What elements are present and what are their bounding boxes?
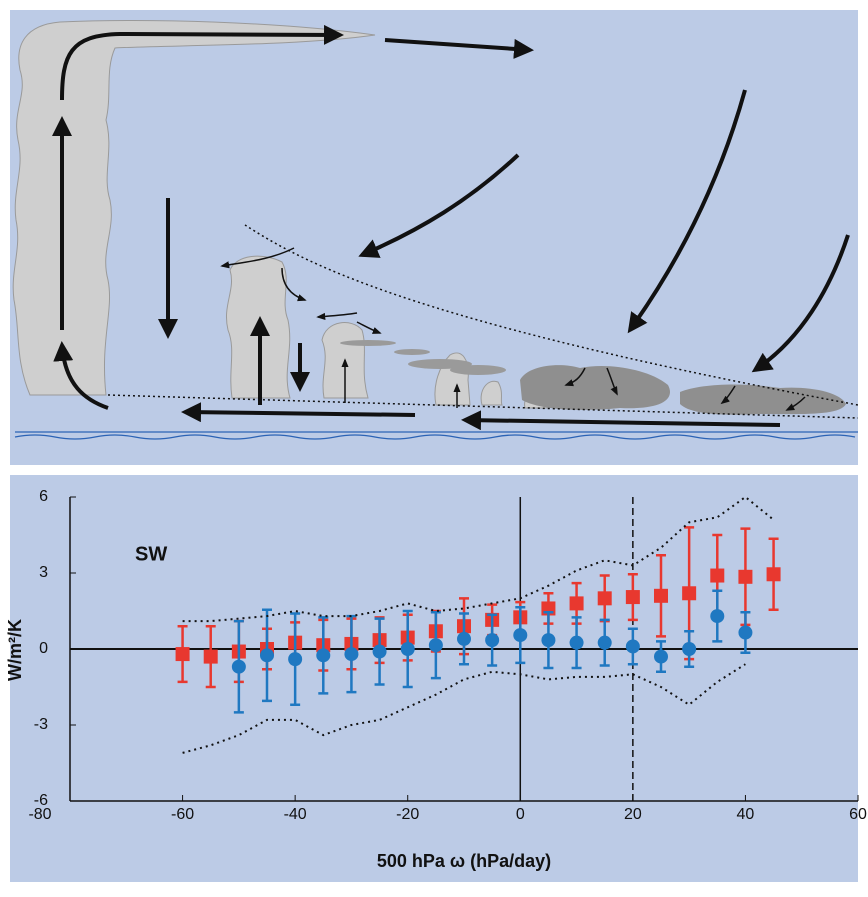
- data-point: [400, 642, 415, 656]
- data-point: [682, 586, 697, 601]
- x-tick-label: -80: [28, 806, 51, 823]
- x-tick-label: 60: [849, 806, 867, 823]
- arrow: [356, 321, 382, 334]
- data-point: [569, 596, 584, 611]
- cloud-layer: [450, 365, 506, 375]
- data-point: [316, 648, 331, 663]
- data-point: [710, 609, 725, 624]
- data-point: [203, 649, 218, 664]
- data-point: [513, 628, 528, 643]
- data-point: [654, 588, 668, 603]
- arrow: [316, 312, 358, 320]
- y-axis-label: W/m²/K: [5, 619, 25, 681]
- x-tick-label: -60: [171, 806, 194, 823]
- inversion-line: [244, 224, 859, 406]
- arrows: [52, 24, 850, 431]
- cloud-layer: [394, 349, 430, 355]
- data-point: [231, 659, 246, 674]
- x-tick-label: -40: [284, 806, 307, 823]
- x-tick-label: 20: [624, 806, 642, 823]
- data-point: [372, 644, 387, 659]
- data-point: [597, 635, 612, 650]
- arrow: [384, 38, 534, 59]
- data-point: [175, 647, 190, 662]
- data-point: [625, 590, 640, 605]
- stratocumulus-cloud: [520, 365, 670, 410]
- plot: -80 -60 -40 -20 0 20 40 60 -6 -3 0 3 6: [28, 488, 867, 823]
- data-point: [597, 591, 612, 606]
- data-point: [682, 642, 697, 656]
- data-point: [710, 568, 725, 583]
- data-point: [457, 631, 471, 646]
- data-point: [260, 648, 274, 663]
- arrow: [564, 367, 586, 387]
- data-point: [654, 649, 668, 664]
- arrow: [785, 396, 806, 411]
- data-point: [738, 569, 753, 584]
- arrow: [281, 267, 307, 302]
- y-tick-label: 0: [39, 640, 48, 657]
- stratocumulus-cloud: [680, 384, 846, 415]
- cloud-layer: [340, 340, 396, 346]
- data-point: [625, 639, 640, 654]
- data-point: [428, 638, 443, 653]
- ocean-surface: [14, 431, 858, 440]
- arrow: [461, 410, 781, 431]
- y-tick-label: 6: [39, 488, 48, 505]
- boundary-layer-line: [107, 394, 859, 419]
- circulation-diagram: [10, 10, 859, 465]
- data-point: [288, 652, 303, 667]
- arrow: [53, 341, 109, 410]
- arrow: [60, 24, 344, 101]
- arrow: [358, 153, 520, 258]
- x-tick-label: 40: [737, 806, 755, 823]
- annotation: SW: [135, 543, 167, 565]
- arrow: [606, 367, 618, 396]
- y-tick-label: -3: [34, 716, 48, 733]
- arrow: [627, 89, 747, 334]
- arrow: [181, 402, 416, 423]
- y-tick-label: -6: [34, 792, 48, 809]
- x-tick-label: 0: [516, 806, 525, 823]
- arrow: [720, 385, 736, 405]
- x-axis-label: 500 hPa ω (hPa/day): [377, 851, 551, 871]
- data-point: [541, 633, 556, 648]
- data-point: [738, 625, 753, 640]
- x-tick-label: -20: [396, 806, 419, 823]
- arrow: [751, 234, 850, 373]
- small-arrows: [220, 247, 806, 411]
- data-point: [766, 567, 781, 582]
- data-point: [344, 647, 359, 662]
- y-tick-label: 3: [39, 564, 48, 581]
- data-point: [485, 633, 500, 648]
- data-point: [569, 635, 584, 650]
- arrow: [220, 247, 295, 269]
- cloud-layer: [408, 359, 472, 369]
- deep-convection-cloud: [12, 20, 376, 396]
